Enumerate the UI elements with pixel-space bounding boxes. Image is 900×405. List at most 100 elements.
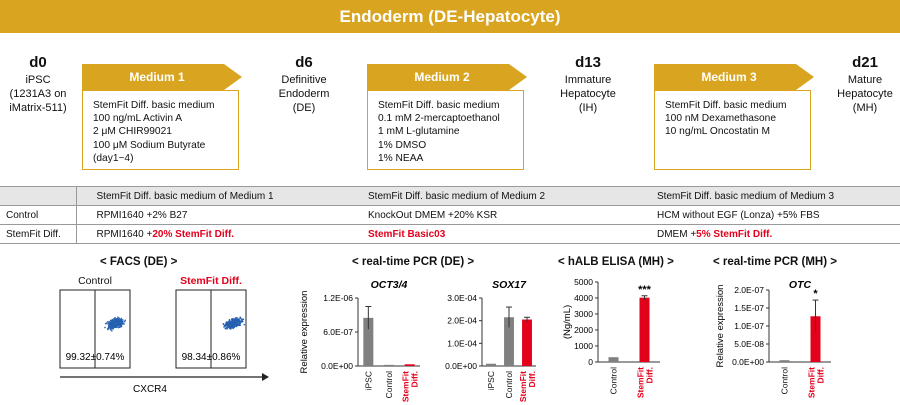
y-tick-label: 4000 [574,293,593,303]
y-tick-label: 2.0E-04 [447,316,477,326]
medium-3-box: StemFit Diff. basic medium 100 nM Dexame… [654,90,811,170]
medium-line: StemFit Diff. basic medium [93,100,215,111]
medium-line: 100 ng/mL Activin A [93,113,183,125]
stage-line: Hepatocyte [560,88,616,100]
facs-percentage: 98.34±0.86% [182,352,241,363]
facs-panel: Control 99.32±0.74% StemFit Diff. 98.34±0.8… [58,274,278,404]
table-header-cell: StemFit Diff. basic medium of Medium 2 [344,186,627,206]
x-tick-label: Control [504,371,514,399]
table-header-cell [0,186,77,206]
facs-panel-title: < FACS (DE) > [100,256,178,268]
facs-percentage: 99.32±0.74% [66,352,125,363]
bar [639,297,650,362]
bar [779,360,790,362]
facs-plot-label: Control [78,275,112,287]
stage-line: (IH) [578,102,598,114]
medium-line: 1% NEAA [378,152,424,164]
table-header-cell: StemFit Diff. basic medium of Medium 3 [627,186,900,206]
medium-line: (day1~4) [93,152,134,164]
y-tick-label: 1.0E-04 [447,338,477,348]
x-tick-label: Control [780,367,790,395]
oct34-chart: OCT3/4 0.0E+00 6.0E-07 1.2E-06 Relative expr… [299,279,420,402]
medium-3-arrow: Medium 3 [654,64,814,90]
x-tick-label: StemFit [518,371,528,402]
halb-elisa-chart: 0 1000 2000 3000 4000 5000 (Ng/mL) Control *** St… [562,277,660,398]
y-tick-label: 1000 [574,341,593,351]
stage-d6: d6 Definitive Endoderm (DE) [268,54,340,115]
table-row: StemFit Diff. RPMI1640 +20% StemFit Diff… [0,224,900,244]
x-tick-label: Diff. [410,371,420,388]
x-tick-label: StemFit [807,367,817,398]
arrowhead-icon [262,373,269,381]
cell-highlight: 20% StemFit Diff. [152,228,235,240]
cell-text: RPMI1640 + [96,228,153,240]
y-tick-label: 2.0E-07 [734,285,764,295]
table-cell: RPMI1640 +20% StemFit Diff. [76,224,344,244]
x-tick-label: Control [384,371,394,399]
stage-day: d6 [295,54,313,71]
y-axis-label: Relative expression [299,291,310,374]
medium-line: 10 ng/mL Oncostatin M [665,126,770,138]
stage-d0: d0 iPSC (1231A3 on iMatrix-511) [0,54,76,115]
bar [486,363,496,366]
stage-line: iPSC [25,74,51,86]
stage-day: d21 [852,54,878,71]
y-tick-label: 0.0E+00 [445,361,477,371]
stage-day: d0 [29,54,47,71]
y-axis-label: Relative expression [715,285,726,368]
significance-mark: *** [638,284,652,296]
y-tick-label: 5.0E-08 [734,339,764,349]
table-cell: HCM without EGF (Lonza) +5% FBS [627,205,900,225]
stage-day: d13 [575,54,601,71]
y-tick-label: 6.0E-07 [323,327,353,337]
significance-mark: * [813,288,818,300]
medium-line: 2 μM CHIR99021 [93,126,172,138]
table-cell: StemFit Basic03 [344,224,627,244]
y-tick-label: 2000 [574,325,593,335]
medium-2-box: StemFit Diff. basic medium 0.1 mM 2-merc… [367,90,524,170]
x-tick-label: iPSC [486,371,496,390]
y-tick-label: 0.0E+00 [732,357,764,367]
elisa-panel-title: < hALB ELISA (MH) > [558,256,674,268]
facs-plot-label: StemFit Diff. [180,275,242,287]
medium-2-arrow: Medium 2 [367,64,527,90]
medium-line: 100 nM Dexamethasone [665,113,776,125]
stage-line: Immature [564,74,612,86]
arrow-shape [82,64,242,90]
medium-line: 1 mM L-glutamine [378,126,460,138]
x-tick-label: Control [609,367,619,395]
y-tick-label: 1.0E-07 [734,321,764,331]
bar [608,357,619,362]
pcr-mh-panel-title: < real-time PCR (MH) > [713,256,837,268]
bar [404,364,415,366]
bar [363,317,374,366]
x-tick-label: StemFit [401,371,411,402]
stage-d13: d13 Immature Hepatocyte (IH) [550,54,626,115]
medium-line: 1% DMSO [378,139,427,151]
banner-title: Endoderm (DE-Hepatocyte) [0,0,900,33]
x-tick-label: StemFit [636,367,646,398]
stage-line: Definitive [281,74,327,86]
stage-line: Hepatocyte [837,88,893,100]
cell-highlight: StemFit Basic03 [368,228,446,240]
medium-label: Medium 2 [414,70,470,84]
y-tick-label: 3000 [574,309,593,319]
facs-x-label: CXCR4 [133,384,167,395]
bar [810,316,821,362]
medium-1-arrow: Medium 1 [82,64,242,90]
facs-dot-cloud [222,316,245,330]
medium-1-box: StemFit Diff. basic medium 100 ng/mL Act… [82,90,239,170]
otc-chart: OTC 0.0E+00 5.0E-08 1.0E-07 1.5E-07 2.0E-07 Re… [715,279,831,398]
bar [522,319,532,366]
pcr-de-panel-title: < real-time PCR (DE) > [352,256,475,268]
y-axis-label: (Ng/mL) [562,305,573,339]
x-tick-label: iPSC [363,371,373,390]
table-header-cell: StemFit Diff. basic medium of Medium 1 [76,186,344,206]
stage-line: Endoderm [278,88,330,100]
sox17-chart: SOX17 0.0E+00 1.0E-04 2.0E-04 3.0E-04 iPSC Con… [445,279,537,402]
chart-title: SOX17 [492,279,527,291]
medium-comparison-table: StemFit Diff. basic medium of Medium 1 S… [0,186,900,244]
medium-line: StemFit Diff. basic medium [378,100,500,111]
y-tick-label: 5000 [574,277,593,287]
cell-highlight: 5% StemFit Diff. [696,228,773,240]
